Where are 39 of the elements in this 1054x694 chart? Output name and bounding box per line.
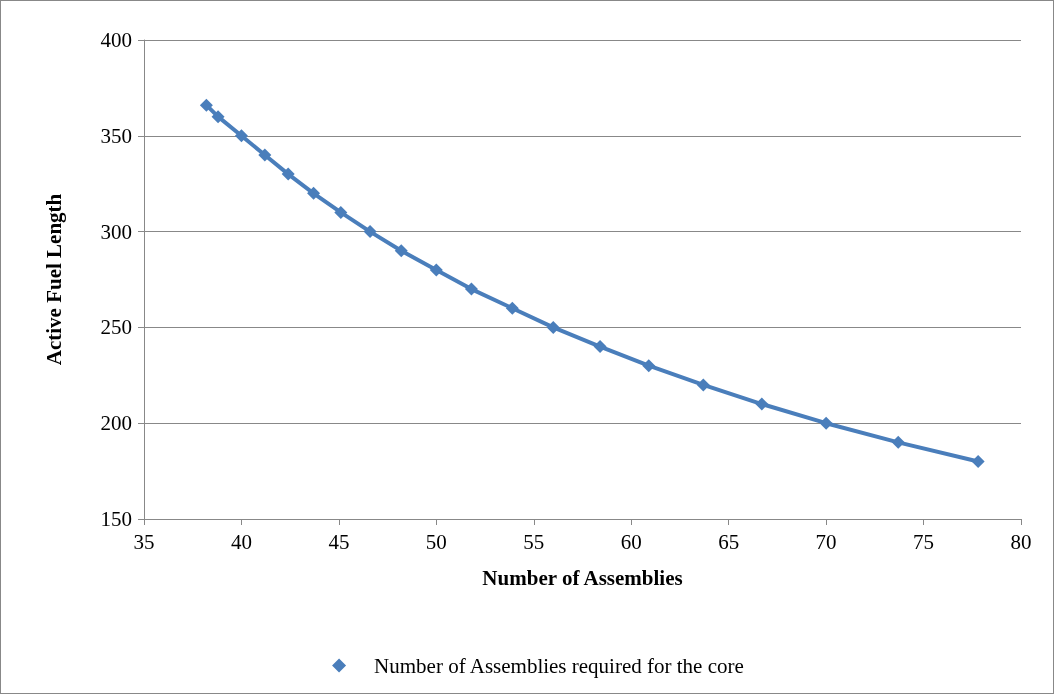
y-tick-label: 350	[100, 123, 132, 148]
point	[394, 244, 408, 258]
x-axis-title: Number of Assemblies	[482, 565, 683, 590]
point	[234, 129, 248, 143]
y-axis-title: Active Fuel Length	[41, 193, 66, 366]
point	[696, 378, 710, 392]
x-tick-label: 60	[620, 529, 642, 554]
point	[281, 167, 295, 181]
x-tick-label: 70	[815, 529, 837, 554]
point	[363, 225, 377, 239]
point	[642, 359, 656, 373]
point	[819, 416, 833, 430]
x-tick-label: 50	[425, 529, 447, 554]
point	[464, 282, 478, 296]
x-tick-label: 55	[523, 529, 545, 554]
point	[755, 397, 769, 411]
point	[307, 186, 321, 200]
point	[334, 205, 348, 219]
x-tick-label: 40	[230, 529, 252, 554]
legend-label: Number of Assemblies required for the core	[374, 653, 744, 678]
y-tick-label: 400	[100, 28, 132, 52]
point	[891, 435, 905, 449]
point	[546, 320, 560, 334]
x-tick-label: 45	[328, 529, 350, 554]
point	[199, 98, 213, 112]
y-tick-label: 150	[100, 507, 132, 531]
x-tick-label: 65	[718, 529, 740, 554]
point	[258, 148, 272, 162]
x-tick-label: 80	[1010, 529, 1032, 554]
point	[971, 455, 985, 469]
y-tick-label: 200	[100, 411, 132, 436]
y-tick-label: 250	[100, 315, 132, 340]
x-tick-label: 35	[133, 529, 155, 554]
x-tick-label: 75	[913, 529, 935, 554]
point	[211, 110, 225, 124]
point	[593, 340, 607, 354]
point	[505, 301, 519, 315]
point	[429, 263, 443, 277]
y-tick-label: 300	[100, 219, 132, 244]
